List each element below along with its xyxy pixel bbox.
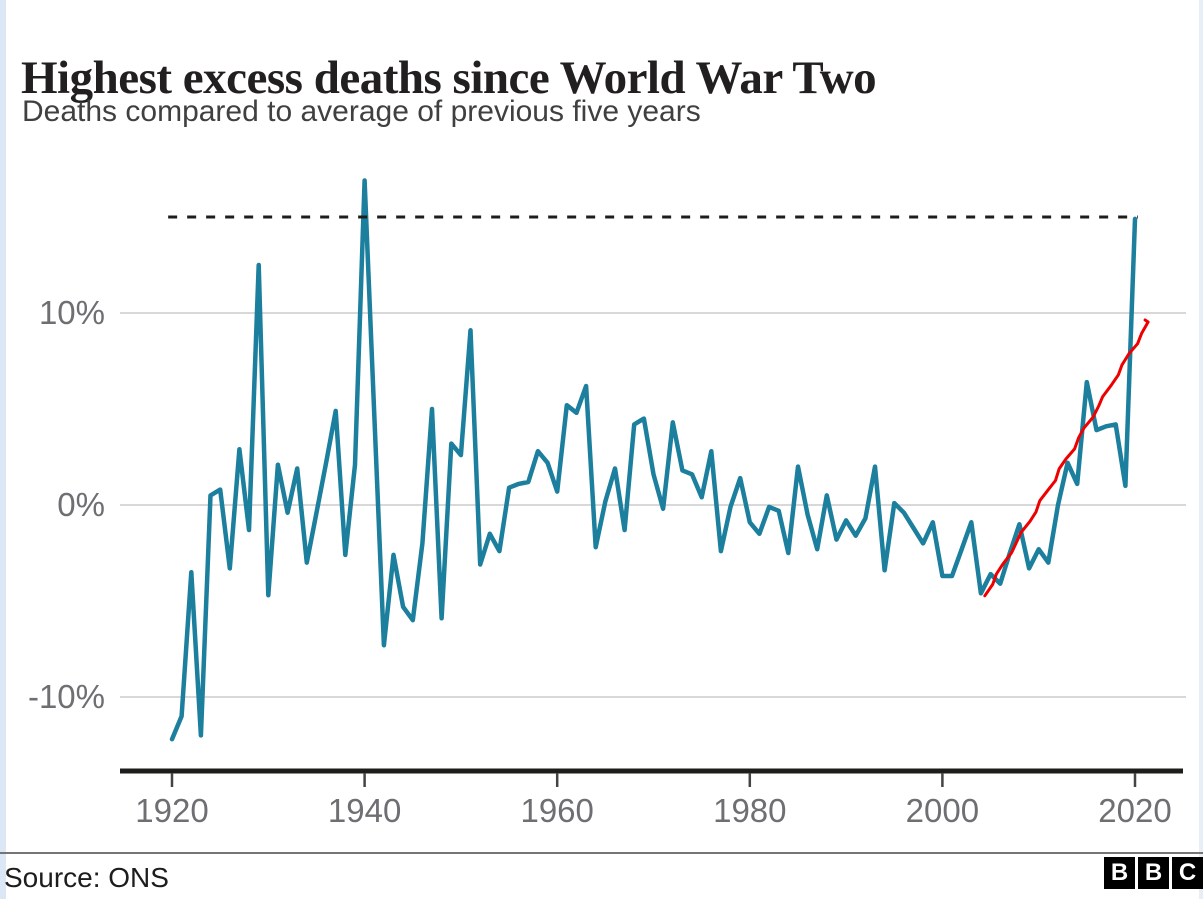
page-subtitle: Deaths compared to average of previous f… (22, 95, 701, 128)
gridlines (120, 312, 1186, 698)
data-series-line (169, 178, 1138, 742)
bbc-logo-box-b: B (1104, 857, 1135, 889)
bbc-logo-box-b: B (1138, 857, 1169, 889)
page-title: Highest excess deaths since World War Tw… (21, 52, 877, 105)
x-tick-label-1960: 1960 (520, 792, 594, 829)
x-tick-label-2000: 2000 (905, 792, 980, 829)
y-tick-label-10: 10% (38, 294, 105, 331)
page-left-margin-strip (0, 0, 6, 899)
x-tick-label-1940: 1940 (327, 792, 402, 829)
footer-divider (0, 852, 1203, 854)
x-tick-label-2020: 2020 (1098, 792, 1172, 829)
x-axis (120, 768, 1183, 787)
x-tick-label-1980: 1980 (713, 792, 787, 829)
y-tick-label-0: 0% (57, 486, 105, 523)
red-trend-annotation-line (983, 318, 1150, 598)
excess-deaths-line-chart (120, 178, 1186, 787)
page-right-margin-strip (1199, 0, 1203, 899)
bbc-logo-box-c: C (1172, 857, 1203, 889)
x-tick-label-1920: 1920 (135, 792, 209, 829)
source-note: Source: ONS (4, 862, 169, 893)
y-tick-label--10: -10% (27, 678, 105, 715)
